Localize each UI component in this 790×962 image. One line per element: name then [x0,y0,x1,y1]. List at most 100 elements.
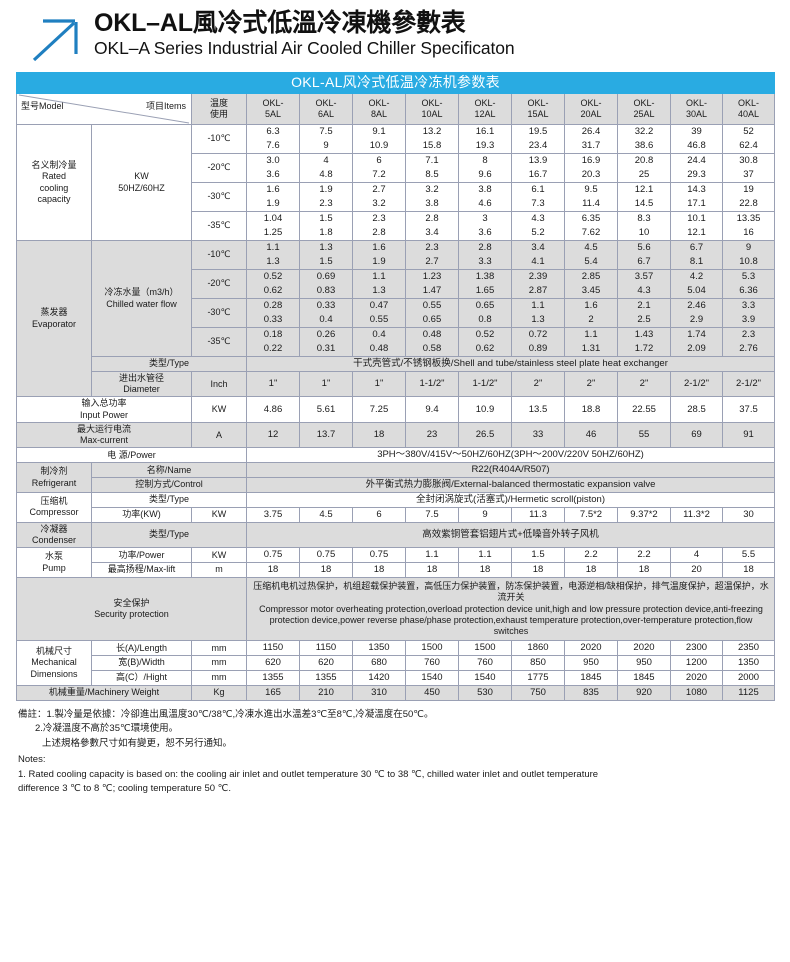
dimensions-label: 机械尺寸 Mechanical Dimensions [16,640,92,686]
evap-20-8al: 1.1 1.3 [352,269,406,299]
cooling-10-5al: 6.3 7.6 [246,124,300,154]
pump-lift-20al: 18 [564,562,618,578]
cooling-20-25al: 20.8 25 [617,153,671,183]
cooling-10-40al: 52 62.4 [721,124,776,154]
length-12al: 1500 [458,640,512,657]
arrow-up-right-icon [32,19,78,62]
weight-5al: 165 [246,684,300,701]
input-power-30al: 28.5 [670,396,723,423]
width-6al: 620 [299,655,353,671]
evap-flow-row-10: 蒸发器 Evaporator 冷冻水量（m3/h） Chilled water … [16,239,776,398]
diameter-30al: 2-1/2" [670,370,723,398]
weight-15al: 750 [511,684,565,701]
height-6al: 1355 [299,670,353,686]
compressor-type-row: 压缩机 Compressor 类型/Type 全封闭涡旋式(活塞式)/Herme… [16,492,776,523]
cooling-10-6al: 7.5 9 [299,124,353,154]
compressor-power-row: 功率(KW) KW 3.75 4.5 6 7.5 9 11.3 7.5*2 9.… [17,506,776,523]
max-current-20al: 46 [564,421,618,449]
width-12al: 760 [458,655,512,671]
condenser-type-value: 高效紫铜管套铝翅片式+低噪音外转子风机 [245,521,776,549]
evap-30-8al: 0.47 0.55 [352,298,406,328]
evap-35-8al: 0.4 0.48 [352,327,406,357]
cooling-10-8al: 9.1 10.9 [352,124,406,154]
cooling-10-10al: 13.2 15.8 [405,124,459,154]
dimension-length-label: 长(A)/Length [91,640,192,657]
compressor-power-30al: 11.3*2 [670,506,723,523]
safety-text-en: Compressor motor overheating protection,… [259,603,763,637]
compressor-power-unit: KW [191,506,247,523]
length-30al: 2300 [670,640,723,657]
evap-30-6al: 0.33 0.4 [299,298,353,328]
page-title-en: OKL–A Series Industrial Air Cooled Chill… [94,38,515,59]
pump-lift-row: 最高扬程/Max-lift m 18 18 18 18 18 18 18 18 … [17,562,776,578]
evap-10-40al: 9 10.8 [721,240,776,270]
diameter-15al: 2" [511,370,565,398]
note-line-6: difference 3 ℃ to 8 ℃; cooling temperatu… [18,783,231,795]
refrigerant-name-row: 制冷剂 Refrigerant 名称/Name R22(R404A/R507) [16,462,776,493]
table-band-row: OKL-AL风冷式低温冷冻机参数表 [15,72,776,94]
evap-35-30al: 1.74 2.09 [670,327,723,357]
power-supply-value: 3PH～380V/415V～50HZ/60HZ(3PH～200V/220V 50… [245,447,776,464]
height-25al: 1845 [617,670,671,686]
cooling-30-5al: 1.6 1.9 [246,182,300,212]
cooling-row-35: -35℃ 1.04 1.25 1.5 1.8 2.3 2.8 2.8 3.4 3 3.6 … [17,211,776,241]
evap-20-30al: 4.2 5.04 [670,269,723,299]
weight-10al: 450 [405,684,459,701]
weight-8al: 310 [352,684,406,701]
max-current-6al: 13.7 [299,421,353,449]
max-current-40al: 91 [721,421,776,449]
corner-items-label: 项目Items [145,101,186,111]
refrigerant-name-value: R22(R404A/R507) [245,462,776,479]
max-current-30al: 69 [670,421,723,449]
cooling-10-30al: 39 46.8 [670,124,723,154]
height-5al: 1355 [246,670,300,686]
condenser-type-label: 类型/Type [91,521,247,549]
max-current-10al: 23 [405,421,459,449]
evap-diameter-row: 进出水管径 Diameter Inch 1" 1" 1" 1-1/2" 1-1/… [17,370,776,398]
evap-30-30al: 2.46 2.9 [670,298,723,328]
header-titles: OKL–AL風冷式低溫冷凍機參數表 OKL–A Series Industria… [94,10,515,59]
width-15al: 850 [511,655,565,671]
evap-10-12al: 2.8 3.3 [458,240,512,270]
pump-label: 水泵 Pump [16,547,92,578]
evap-flow-row-20: -20℃ 0.52 0.62 0.69 0.83 1.1 1.3 1.23 1.47 1… [17,269,776,299]
cooling-20-40al: 30.8 37 [721,153,776,183]
cooling-20-15al: 13.9 16.7 [511,153,565,183]
cooling-row-10: 名义制冷量 Rated cooling capacity KW 50HZ/60H… [16,124,776,241]
cooling-35-30al: 10.1 12.1 [670,211,723,241]
height-12al: 1540 [458,670,512,686]
length-5al: 1150 [246,640,300,657]
refrigerant-name-label: 名称/Name [91,462,247,479]
compressor-type-value: 全封闭涡旋式(活塞式)/Hermetic scroll(piston) [245,492,776,508]
diameter-40al: 2-1/2" [721,370,776,398]
compressor-power-6al: 4.5 [299,506,353,523]
evap-type-row: 类型/Type 干式壳管式/不锈钢板换/Shell and tube/stain… [17,356,776,372]
evap-type-value: 干式壳管式/不锈钢板换/Shell and tube/stainless ste… [245,356,776,372]
evap-20-20al: 2.85 3.45 [564,269,618,299]
input-power-40al: 37.5 [721,396,776,423]
weight-20al: 835 [564,684,618,701]
cooling-20-20al: 16.9 20.3 [564,153,618,183]
evap-35-6al: 0.26 0.31 [299,327,353,357]
weight-25al: 920 [617,684,671,701]
pump-power-8al: 0.75 [352,547,406,564]
model-header-40al: OKL- 40AL [721,93,776,125]
evap-10-8al: 1.6 1.9 [352,240,406,270]
evap-10-6al: 1.3 1.5 [299,240,353,270]
weight-6al: 210 [299,684,353,701]
evap-35-12al: 0.52 0.62 [458,327,512,357]
refrigerant-label: 制冷剂 Refrigerant [16,462,92,493]
spec-table-wrapper: OKL-AL风冷式低温冷冻机参数表 型号Model 项目Items 温度 使用 … [0,64,790,701]
compressor-power-10al: 7.5 [405,506,459,523]
diameter-25al: 2" [617,370,671,398]
model-header-6al: OKL- 6AL [299,93,353,125]
weight-40al: 1125 [721,684,776,701]
width-40al: 1350 [721,655,776,671]
diameter-8al: 1" [352,370,406,398]
cooling-temp-35: -35℃ [191,211,247,241]
dimension-height-label: 高(C）/Hight [91,670,192,686]
input-power-6al: 5.61 [299,396,353,423]
pump-power-40al: 5.5 [721,547,776,564]
compressor-power-15al: 11.3 [511,506,565,523]
height-8al: 1420 [352,670,406,686]
